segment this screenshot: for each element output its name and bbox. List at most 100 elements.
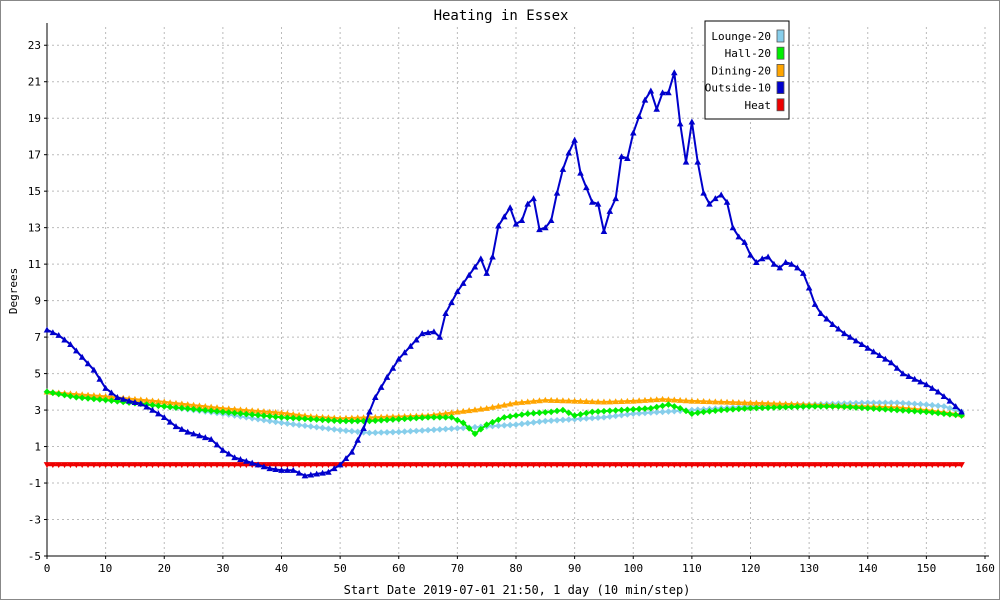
- data-point-lounge-20: [553, 416, 561, 424]
- data-point-hall-20: [243, 410, 250, 418]
- data-point-hall-20: [629, 406, 637, 413]
- legend-label: Hall-20: [725, 47, 771, 60]
- data-point-hall-20: [864, 404, 872, 412]
- data-point-dining-20: [723, 398, 731, 405]
- data-point-heat: [102, 462, 109, 469]
- data-point-lounge-20: [635, 410, 643, 417]
- data-point-outside-10: [442, 310, 449, 317]
- data-point-heat: [307, 462, 315, 469]
- data-point-outside-10: [958, 408, 965, 415]
- data-point-dining-20: [213, 404, 221, 411]
- data-point-dining-20: [747, 399, 754, 406]
- data-point-heat: [201, 462, 209, 469]
- x-tick-label: 0: [44, 562, 51, 575]
- data-point-dining-20: [137, 396, 145, 403]
- data-point-heat: [424, 462, 432, 469]
- data-point-hall-20: [700, 408, 707, 416]
- data-point-outside-10: [946, 397, 954, 404]
- data-point-dining-20: [172, 399, 180, 406]
- data-point-hall-20: [583, 409, 590, 417]
- data-point-dining-20: [500, 401, 508, 408]
- data-point-heat: [67, 462, 74, 469]
- data-point-heat: [413, 462, 420, 469]
- data-point-lounge-20: [330, 426, 338, 433]
- data-point-outside-10: [694, 158, 702, 165]
- data-point-dining-20: [624, 397, 631, 404]
- y-tick-label: 13: [28, 222, 41, 235]
- y-tick-label: 21: [28, 76, 41, 89]
- data-point-hall-20: [542, 409, 549, 416]
- data-point-outside-10: [864, 344, 872, 351]
- data-point-heat: [330, 462, 338, 469]
- data-point-dining-20: [647, 396, 655, 403]
- data-point-heat: [559, 462, 567, 469]
- data-point-heat: [178, 462, 186, 469]
- data-point-heat: [706, 462, 713, 469]
- data-point-outside-10: [360, 425, 367, 431]
- data-point-dining-20: [377, 413, 385, 420]
- data-point-dining-20: [372, 413, 379, 420]
- data-point-dining-20: [606, 398, 614, 405]
- data-point-outside-10: [805, 284, 813, 291]
- data-point-hall-20: [178, 404, 186, 412]
- data-point-heat: [905, 462, 913, 469]
- data-point-hall-20: [559, 406, 567, 414]
- data-point-dining-20: [770, 400, 778, 407]
- data-point-lounge-20: [377, 429, 385, 436]
- data-point-dining-20: [178, 400, 186, 407]
- data-point-hall-20: [90, 395, 98, 403]
- data-point-lounge-20: [366, 429, 373, 437]
- data-point-hall-20: [55, 390, 63, 398]
- data-point-outside-10: [295, 469, 303, 476]
- y-tick-label: 17: [28, 149, 41, 162]
- data-point-hall-20: [606, 407, 614, 415]
- data-point-heat: [899, 462, 907, 469]
- data-point-outside-10: [43, 326, 51, 333]
- data-point-heat: [647, 462, 655, 469]
- data-point-hall-20: [506, 413, 514, 420]
- data-point-dining-20: [518, 398, 526, 405]
- data-point-outside-10: [624, 155, 631, 161]
- data-point-lounge-20: [518, 420, 526, 428]
- data-point-dining-20: [483, 404, 490, 411]
- data-point-hall-20: [172, 404, 180, 411]
- data-point-lounge-20: [307, 423, 315, 430]
- data-point-dining-20: [454, 408, 461, 415]
- series-heat: [43, 462, 965, 469]
- data-point-heat: [108, 462, 115, 469]
- data-point-outside-10: [307, 471, 315, 478]
- data-point-hall-20: [465, 425, 473, 432]
- data-point-heat: [137, 462, 145, 469]
- data-point-outside-10: [342, 455, 350, 462]
- data-point-heat: [395, 462, 403, 469]
- data-point-heat: [811, 462, 819, 469]
- data-point-hall-20: [207, 407, 215, 415]
- data-point-hall-20: [108, 397, 115, 404]
- data-point-outside-10: [799, 269, 807, 276]
- data-point-lounge-20: [594, 414, 602, 422]
- data-point-lounge-20: [577, 415, 584, 423]
- data-point-outside-10: [893, 364, 901, 371]
- data-point-hall-20: [641, 405, 649, 412]
- legend-label: Dining-20: [711, 64, 771, 77]
- data-point-outside-10: [670, 69, 678, 76]
- data-point-heat: [78, 462, 86, 469]
- data-point-hall-20: [940, 410, 948, 418]
- data-point-lounge-20: [536, 418, 543, 426]
- data-point-outside-10: [55, 331, 63, 338]
- data-point-hall-20: [665, 401, 672, 408]
- data-point-outside-10: [137, 400, 145, 407]
- data-point-heat: [823, 462, 831, 469]
- data-point-heat: [547, 462, 555, 469]
- data-point-hall-20: [852, 404, 860, 411]
- data-point-outside-10: [477, 255, 485, 262]
- data-point-hall-20: [471, 430, 479, 438]
- data-point-heat: [43, 462, 51, 469]
- data-point-hall-20: [553, 407, 561, 415]
- data-point-hall-20: [260, 412, 268, 420]
- data-point-hall-20: [893, 406, 901, 414]
- data-point-heat: [571, 462, 578, 469]
- data-point-hall-20: [858, 404, 866, 412]
- y-axis-label: Degrees: [7, 268, 20, 314]
- data-point-dining-20: [659, 395, 666, 402]
